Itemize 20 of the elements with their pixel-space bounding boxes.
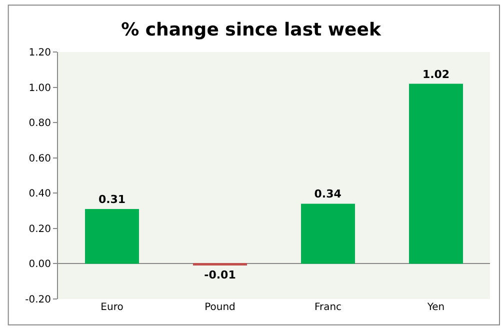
- y-tick-label: 0.00: [28, 259, 51, 270]
- bar: [85, 209, 139, 264]
- data-label: 0.31: [98, 193, 126, 206]
- y-tick-label: 0.40: [28, 188, 51, 200]
- data-label: 0.34: [314, 188, 342, 201]
- chart-title: % change since last week: [121, 20, 382, 41]
- data-label: 1.02: [422, 68, 450, 81]
- data-label: -0.01: [204, 268, 236, 282]
- y-tick-label: 1.20: [28, 48, 51, 58]
- x-tick-label: Franc: [314, 302, 342, 313]
- x-tick-label: Pound: [204, 302, 236, 313]
- y-tick-label: 0.20: [28, 224, 51, 235]
- x-tick-label: Yen: [426, 302, 445, 313]
- bar: [409, 84, 463, 264]
- x-tick-label: Euro: [100, 302, 124, 313]
- bar: [301, 204, 355, 264]
- y-tick-label: 0.60: [28, 153, 51, 164]
- y-tick-label: -0.20: [25, 294, 51, 306]
- y-tick-label: 0.80: [28, 118, 51, 130]
- y-tick-label: 1.00: [28, 82, 51, 94]
